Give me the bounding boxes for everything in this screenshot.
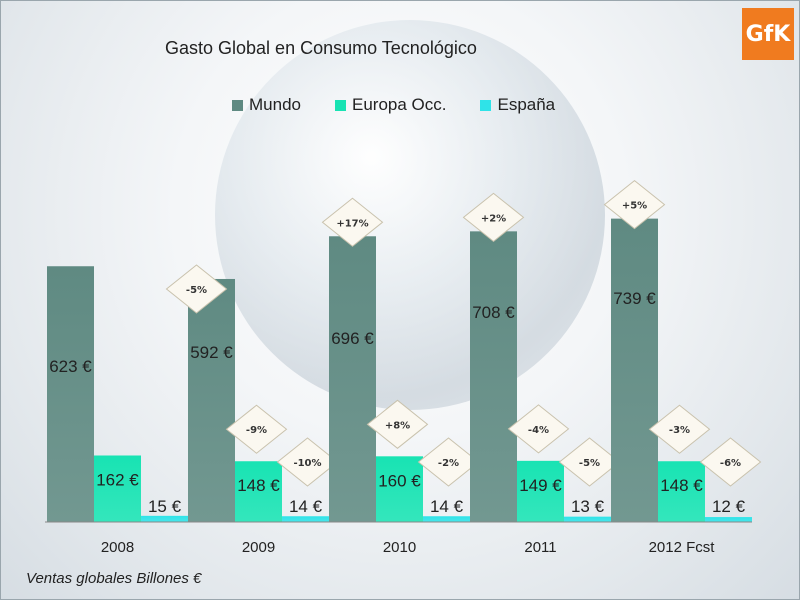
legend-swatch-mundo <box>232 99 243 111</box>
change-diamond-espana-1 <box>276 437 339 487</box>
value-label-mundo-3: 708 € <box>472 303 515 322</box>
legend-label-europa: Europa Occ. <box>351 95 447 114</box>
bar-espana-4 <box>705 517 752 522</box>
x-tick-label-3: 2011 <box>524 539 556 556</box>
units-footnote: Ventas globales Billones € <box>26 570 202 587</box>
change-diamond-europa-4 <box>648 404 711 454</box>
legend-swatch-europa <box>334 99 346 111</box>
globe-background-image <box>215 20 605 410</box>
value-label-mundo-0: 623 € <box>49 357 92 376</box>
legend-item-europa: Europa Occ. <box>334 95 447 115</box>
value-label-espana-3: 13 € <box>571 497 605 516</box>
chart-legend: Mundo Europa Occ. España <box>232 95 555 115</box>
change-label-europa-1: -9% <box>246 425 267 436</box>
x-tick-label-4: 2012 Fcst <box>649 539 716 556</box>
value-label-espana-1: 14 € <box>289 497 323 516</box>
change-label-espana-4: -6% <box>720 458 741 469</box>
change-label-espana-1: -10% <box>293 458 321 469</box>
change-diamond-espana-4 <box>699 437 762 487</box>
value-label-espana-0: 15 € <box>148 497 182 516</box>
change-label-europa-3: -4% <box>528 425 549 436</box>
bar-europa-0 <box>94 455 141 522</box>
x-tick-label-0: 2008 <box>101 539 134 556</box>
x-tick-label-2: 2010 <box>383 539 416 556</box>
gfk-logo: GfK <box>742 8 794 60</box>
value-label-espana-4: 12 € <box>712 497 746 516</box>
bar-mundo-3 <box>470 231 517 523</box>
bar-europa-1 <box>235 461 282 522</box>
bar-espana-2 <box>423 516 470 522</box>
change-diamond-mundo-2 <box>321 197 384 247</box>
value-label-europa-1: 148 € <box>237 476 280 495</box>
change-label-mundo-2: +17% <box>336 218 368 229</box>
bar-mundo-2 <box>329 236 376 522</box>
change-diamond-espana-2 <box>417 437 480 487</box>
bar-espana-3 <box>564 516 611 522</box>
value-label-mundo-4: 739 € <box>613 289 656 308</box>
bar-europa-3 <box>517 460 564 522</box>
change-diamond-mundo-3 <box>462 192 525 242</box>
change-label-espana-2: -2% <box>438 458 459 469</box>
legend-label-mundo: Mundo <box>249 95 301 114</box>
change-label-europa-2: +8% <box>385 420 410 431</box>
change-diamond-europa-3 <box>507 404 570 454</box>
bar-mundo-0 <box>47 266 94 522</box>
bar-europa-2 <box>376 456 423 522</box>
change-diamond-mundo-4 <box>603 179 666 230</box>
change-diamond-mundo-1 <box>165 264 228 314</box>
bar-mundo-1 <box>188 278 235 522</box>
change-diamond-espana-3 <box>558 437 621 487</box>
value-label-europa-3: 149 € <box>519 476 562 495</box>
chart-title: Gasto Global en Consumo Tecnológico <box>165 38 477 58</box>
x-tick-label-1: 2009 <box>242 539 275 556</box>
change-label-espana-3: -5% <box>579 458 600 469</box>
value-label-europa-0: 162 € <box>96 470 139 489</box>
bar-europa-4 <box>658 461 705 522</box>
value-label-mundo-2: 696 € <box>331 329 374 348</box>
change-diamond-europa-1 <box>225 404 288 454</box>
change-label-mundo-4: +5% <box>622 201 647 212</box>
value-label-europa-4: 148 € <box>660 476 703 495</box>
legend-swatch-espana <box>480 99 492 111</box>
change-label-mundo-3: +2% <box>481 213 506 224</box>
change-label-mundo-1: -5% <box>186 285 207 296</box>
legend-label-espana: España <box>497 95 556 114</box>
value-label-espana-2: 14 € <box>430 497 464 516</box>
bar-espana-0 <box>141 515 188 522</box>
value-label-mundo-1: 592 € <box>190 343 233 362</box>
value-label-europa-2: 160 € <box>378 471 421 490</box>
legend-item-espana: España <box>480 95 555 115</box>
bar-mundo-4 <box>611 218 658 523</box>
legend-item-mundo: Mundo <box>232 95 301 115</box>
change-diamond-europa-2 <box>366 399 429 449</box>
change-label-europa-4: -3% <box>669 425 690 436</box>
bar-espana-1 <box>282 516 329 522</box>
